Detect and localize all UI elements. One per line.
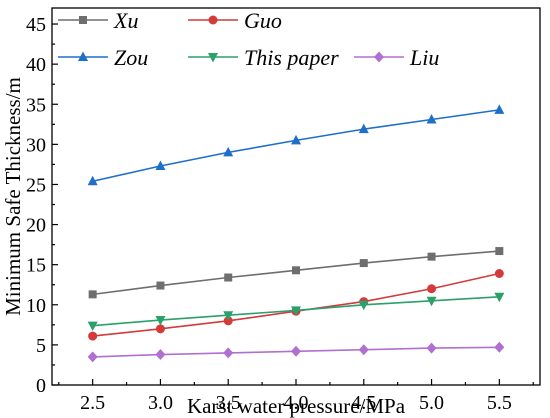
y-axis-ticks: 0 5 10 15 20 25 30 35 40 45 (26, 14, 58, 397)
data-point (291, 134, 301, 145)
legend-marker (78, 51, 88, 61)
series-this-paper (87, 292, 505, 332)
data-point (359, 259, 368, 268)
data-point (358, 300, 369, 311)
data-point (426, 342, 437, 354)
data-point (495, 247, 504, 256)
legend-item: Liu (354, 45, 439, 70)
data-point (494, 292, 505, 303)
x-tick-label: 5.0 (419, 392, 444, 414)
y-tick-label: 20 (26, 215, 46, 237)
data-point (291, 306, 301, 316)
data-point (291, 345, 301, 357)
legend-label: Liu (409, 45, 439, 70)
y-tick-label: 5 (36, 335, 46, 357)
data-point (155, 324, 165, 334)
data-point (223, 146, 234, 157)
y-tick-label: 25 (26, 174, 46, 196)
data-point (155, 316, 166, 326)
y-tick-label: 10 (26, 295, 46, 317)
data-point (427, 252, 436, 261)
legend-marker (208, 53, 218, 63)
x-tick-label: 3.5 (216, 392, 241, 414)
data-point (494, 104, 505, 114)
y-tick-label: 15 (26, 255, 46, 277)
series-guo (88, 269, 504, 341)
data-point (88, 290, 97, 299)
y-tick-label: 45 (26, 14, 46, 36)
data-point (155, 349, 166, 361)
data-point (156, 281, 165, 290)
x-tick-label: 5.5 (487, 392, 512, 414)
y-tick-label: 40 (26, 54, 46, 76)
x-tick-label: 2.5 (80, 392, 105, 414)
y-tick-label: 0 (36, 375, 46, 397)
legend-label: Xu (113, 8, 138, 33)
y-tick-label: 30 (26, 134, 46, 156)
data-point (358, 123, 369, 134)
data-point (155, 160, 166, 171)
data-point (358, 344, 369, 356)
data-point (87, 175, 98, 186)
data-point (292, 266, 300, 275)
x-tick-label: 4.0 (284, 392, 309, 414)
legend-item: Xu (58, 8, 138, 33)
data-point (88, 331, 98, 341)
data-point (223, 347, 234, 359)
data-point (224, 273, 233, 282)
x-axis-title: Karst water pressure/MPa (187, 394, 406, 418)
series-liu (87, 341, 505, 363)
legend-item: Zou (58, 45, 148, 70)
data-point (427, 284, 437, 294)
data-point (223, 311, 234, 321)
data-point (223, 316, 233, 326)
series-xu (88, 247, 504, 299)
series-line (92, 109, 500, 183)
x-axis-ticks: 2.5 3.0 3.5 4.0 4.5 5.0 5.5 (58, 379, 534, 414)
legend-label: Guo (244, 8, 282, 33)
legend-item: This paper (188, 45, 339, 70)
x-tick-label: 4.5 (351, 392, 376, 414)
legend-marker (374, 51, 384, 63)
legend-item: Guo (188, 8, 282, 33)
data-point (494, 269, 504, 279)
legend-marker (208, 15, 218, 25)
legend: Xu Guo Zou This paper Liu (58, 8, 439, 70)
legend-label: This paper (244, 45, 339, 70)
data-point (494, 341, 505, 353)
series-line (92, 272, 500, 337)
y-tick-label: 35 (26, 94, 46, 116)
data-point (87, 351, 98, 363)
data-point (426, 296, 437, 307)
data-point (87, 321, 98, 332)
legend-marker (79, 16, 87, 24)
legend-label: Zou (114, 45, 148, 70)
data-point (426, 113, 437, 124)
series-zou (87, 104, 505, 186)
x-tick-label: 3.0 (148, 392, 173, 414)
y-axis-title: Minimum Safe Thickness/m (1, 77, 25, 316)
series-layer (87, 104, 505, 363)
